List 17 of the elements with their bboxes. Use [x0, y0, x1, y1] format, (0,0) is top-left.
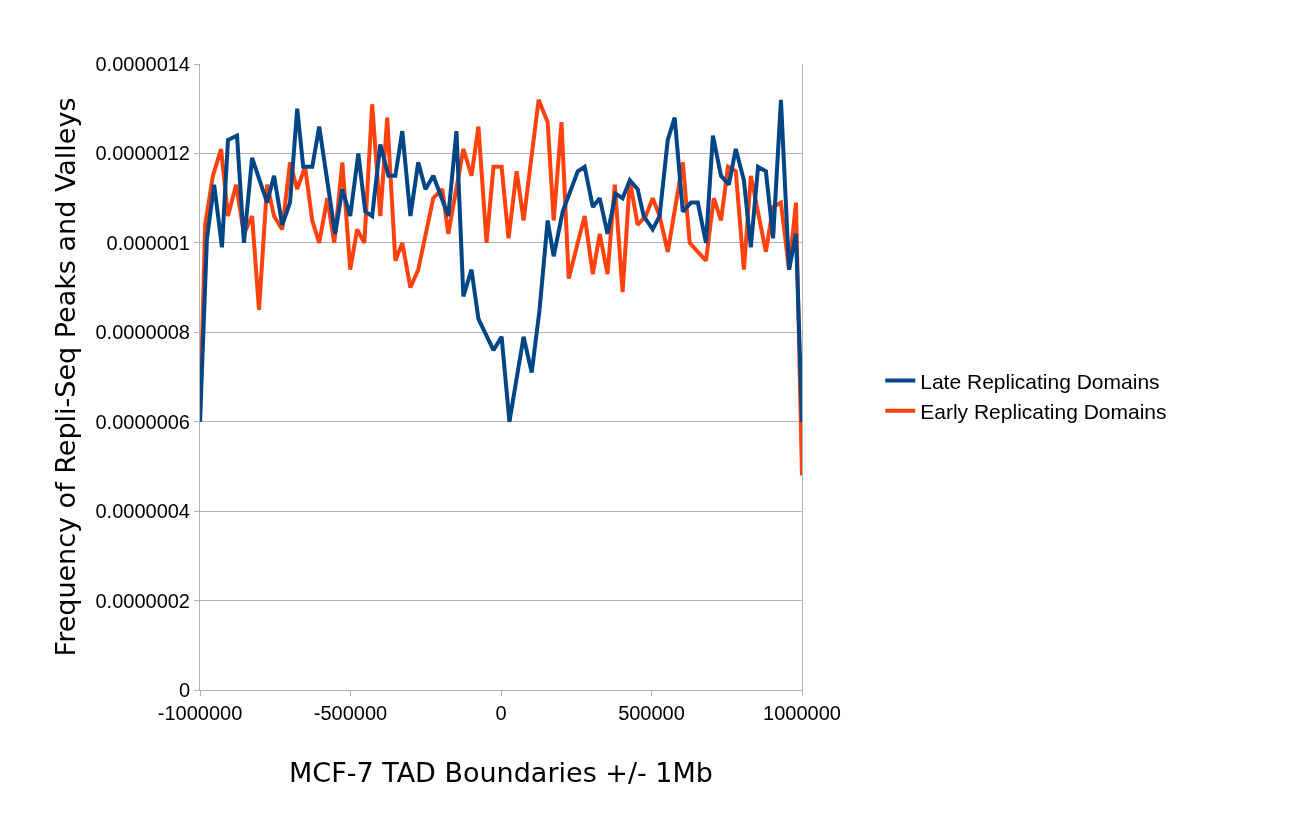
legend-label: Early Replicating Domains [920, 399, 1167, 423]
y-tick-label: 0 [178, 679, 190, 701]
y-tick-label: 0.0000004 [95, 500, 190, 523]
x-tick-label: -1000000 [157, 702, 243, 724]
y-axis-title: Frequency of Repli-Seq Peaks and Valleys [49, 97, 81, 657]
x-tick-label: 1000000 [763, 702, 841, 724]
y-tick-label: 0.0000012 [95, 142, 190, 165]
y-tick-label: 0.0000006 [95, 410, 190, 433]
y-tick-label: 0.000001 [106, 231, 190, 254]
y-tick-label: 0.0000008 [95, 321, 190, 344]
x-tick-label: 0 [495, 702, 507, 724]
x-tick-label: 500000 [618, 702, 685, 724]
y-tick-label: 0.0000014 [95, 53, 190, 75]
y-tick-label: 0.0000002 [95, 589, 190, 612]
x-axis-title: MCF-7 TAD Boundaries +/- 1Mb [289, 757, 713, 789]
x-tick-label: -500000 [313, 702, 388, 724]
legend-label: Late Replicating Domains [920, 369, 1160, 393]
